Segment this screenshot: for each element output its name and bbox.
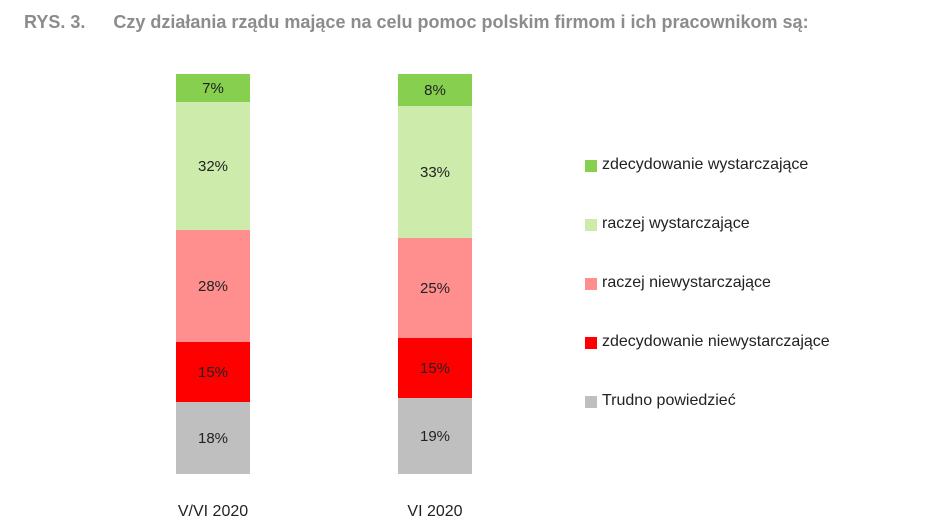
bar-stack-vi-2020: 19% 15% 25% 33% 8% [398, 74, 472, 474]
legend-label-zdecydowanie-niewystarczajace: zdecydowanie niewystarczające [602, 333, 830, 350]
bar-segment-raczej-wystarczajace-v-vi-2020 [176, 102, 250, 230]
bar-segment-trudno-powiedziec-vi-2020 [398, 398, 472, 474]
data-label-raczej-wystarczajace-vi-2020: 33% [420, 164, 450, 181]
legend-item-zdecydowanie-wystarczajace: zdecydowanie wystarczające [585, 156, 915, 215]
title-text: Czy działania rządu mające na celu pomoc… [113, 12, 809, 32]
stacked-bar-chart: 18% 15% 28% 32% 7% V/VI 2020 19% 15% 25% 33% 8% VI … [176, 74, 472, 520]
legend-swatch-zdecydowanie-wystarczajace [585, 160, 597, 172]
data-label-zdecydowanie-wystarczajace-v-vi-2020: 7% [202, 80, 224, 97]
figure-number: RYS. 3. [24, 12, 86, 32]
bar-segment-trudno-powiedziec-v-vi-2020 [176, 402, 250, 474]
data-label-raczej-niewystarczajace-vi-2020: 25% [420, 280, 450, 297]
category-label-v-vi-2020: V/VI 2020 [178, 503, 248, 520]
data-label-zdecydowanie-niewystarczajace-v-vi-2020: 15% [198, 364, 228, 381]
legend-swatch-zdecydowanie-niewystarczajace [585, 337, 597, 349]
bar-segment-zdecydowanie-niewystarczajace-v-vi-2020 [176, 342, 250, 402]
legend-label-trudno-powiedziec: Trudno powiedzieć [602, 392, 736, 409]
bar-stack-v-vi-2020: 18% 15% 28% 32% 7% [176, 74, 250, 474]
chart-legend: zdecydowanie wystarczające raczej wystarc… [585, 156, 915, 451]
legend-label-raczej-niewystarczajace: raczej niewystarczające [602, 274, 771, 291]
data-label-trudno-powiedziec-v-vi-2020: 18% [198, 430, 228, 447]
legend-item-zdecydowanie-niewystarczajace: zdecydowanie niewystarczające [585, 333, 915, 392]
legend-swatch-raczej-wystarczajace [585, 219, 597, 231]
data-label-raczej-niewystarczajace-v-vi-2020: 28% [198, 278, 228, 295]
data-label-raczej-wystarczajace-v-vi-2020: 32% [198, 158, 228, 175]
legend-swatch-raczej-niewystarczajace [585, 278, 597, 290]
legend-label-zdecydowanie-wystarczajace: zdecydowanie wystarczające [602, 156, 809, 173]
legend-item-raczej-wystarczajace: raczej wystarczające [585, 215, 915, 274]
data-label-trudno-powiedziec-vi-2020: 19% [420, 428, 450, 445]
legend-label-raczej-wystarczajace: raczej wystarczające [602, 215, 750, 232]
legend-item-trudno-powiedziec: Trudno powiedzieć [585, 392, 915, 451]
data-label-zdecydowanie-niewystarczajace-vi-2020: 15% [420, 360, 450, 377]
legend-swatch-trudno-powiedziec [585, 396, 597, 408]
bar-segment-raczej-niewystarczajace-v-vi-2020 [176, 230, 250, 342]
legend-item-raczej-niewystarczajace: raczej niewystarczające [585, 274, 915, 333]
category-label-vi-2020: VI 2020 [407, 503, 462, 520]
bar-segment-raczej-wystarczajace-vi-2020 [398, 106, 472, 238]
bar-segment-raczej-niewystarczajace-vi-2020 [398, 238, 472, 338]
bar-segment-zdecydowanie-niewystarczajace-vi-2020 [398, 338, 472, 398]
bar-segment-zdecydowanie-wystarczajace-v-vi-2020 [176, 74, 250, 102]
bar-segment-zdecydowanie-wystarczajace-vi-2020 [398, 74, 472, 106]
data-label-zdecydowanie-wystarczajace-vi-2020: 8% [424, 82, 446, 99]
chart-title: RYS. 3. Czy działania rządu mające na cel… [24, 12, 919, 33]
